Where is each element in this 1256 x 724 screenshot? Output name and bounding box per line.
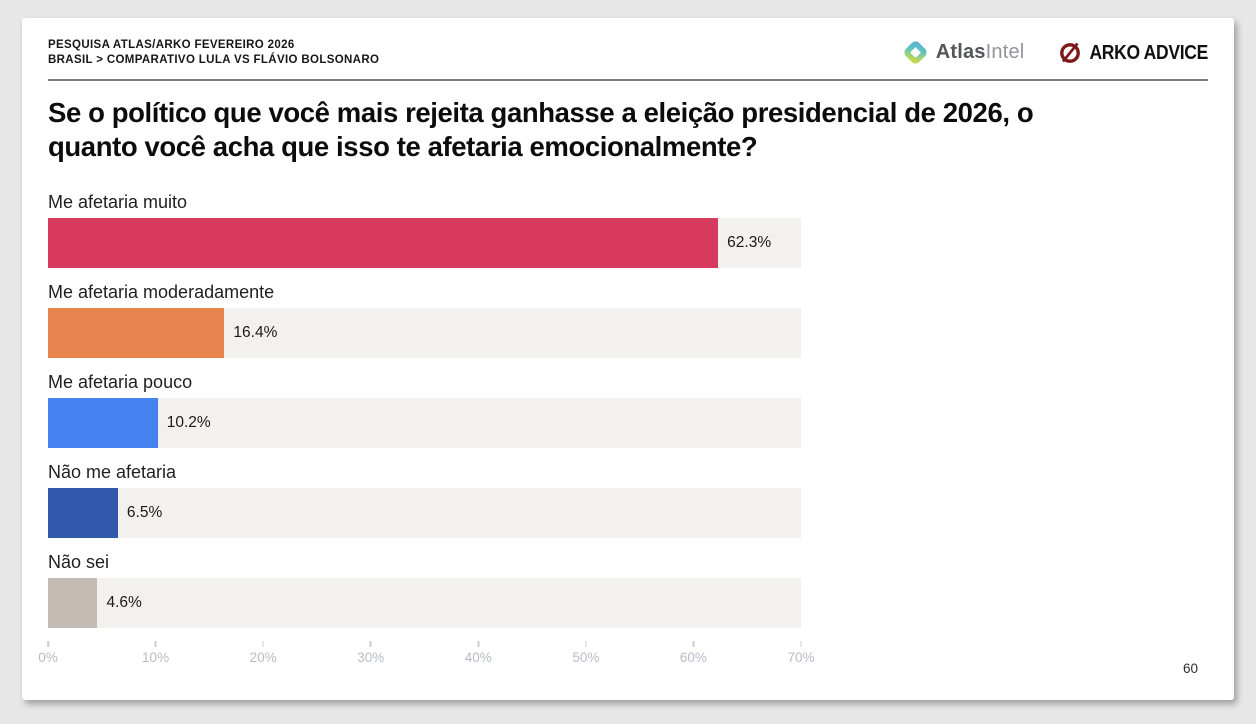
arko-circle-slash-icon — [1058, 41, 1082, 65]
bar-track: 6.5% — [48, 488, 801, 538]
tick-mark — [692, 641, 695, 647]
tick-label: 10% — [142, 650, 170, 665]
x-axis-tick: 20% — [250, 641, 277, 665]
category-label: Não sei — [48, 552, 110, 572]
category-label: Me afetaria muito — [48, 192, 188, 212]
category-label: Não me afetaria — [48, 462, 177, 482]
bar-row: Me afetaria moderadamente 16.4% — [48, 281, 801, 358]
survey-name: PESQUISA ATLAS/ARKO FEVEREIRO 2026 — [48, 39, 295, 51]
question-title: Se o político que você mais rejeita ganh… — [48, 97, 1034, 162]
breadcrumb: BRASIL > COMPARATIVO LULA VS FLÁVIO BOLS… — [48, 54, 380, 66]
logos: AtlasIntel ARKO ADVICE — [902, 35, 1208, 66]
tick-mark — [477, 641, 480, 647]
value-label: 10.2% — [166, 414, 211, 431]
bar-track: 4.6% — [48, 578, 801, 628]
slide-card: PESQUISA ATLAS/ARKO FEVEREIRO 2026 BRASI… — [22, 18, 1234, 700]
x-axis-tick: 40% — [465, 641, 492, 665]
x-axis-tick: 70% — [787, 641, 815, 665]
bar-segment — [48, 308, 225, 358]
tick-mark — [262, 641, 264, 647]
value-label: 6.5% — [126, 504, 163, 521]
bar-segment — [48, 578, 98, 628]
page-number: 60 — [1182, 661, 1198, 676]
bar-segment — [48, 398, 158, 448]
tick-label: 0% — [38, 650, 58, 665]
bar-track: 16.4% — [48, 308, 801, 358]
arko-advice-logo: ARKO ADVICE — [1058, 40, 1208, 65]
header-divider — [48, 79, 1208, 81]
bar-row: Me afetaria muito 62.3% — [48, 191, 801, 268]
header: PESQUISA ATLAS/ARKO FEVEREIRO 2026 BRASI… — [48, 35, 1208, 68]
category-label: Me afetaria moderadamente — [48, 282, 275, 302]
atlasintel-wordmark: AtlasIntel — [935, 41, 1025, 63]
tick-label: 70% — [787, 650, 815, 665]
tick-label: 60% — [679, 650, 707, 665]
tick-mark — [585, 641, 587, 647]
value-label: 62.3% — [727, 234, 772, 251]
tick-mark — [154, 641, 157, 647]
category-label: Me afetaria pouco — [48, 372, 193, 392]
bar-row: Me afetaria pouco 10.2% — [48, 371, 801, 448]
tick-label: 40% — [464, 650, 492, 665]
bar-row: Não me afetaria 6.5% — [48, 461, 801, 538]
tick-label: 30% — [357, 650, 385, 665]
x-axis-tick: 50% — [572, 641, 599, 665]
bar-row: Não sei 4.6% — [48, 551, 801, 628]
x-axis-tick: 10% — [142, 641, 169, 665]
survey-kicker: PESQUISA ATLAS/ARKO FEVEREIRO 2026 BRASI… — [48, 35, 379, 68]
bar-track: 10.2% — [48, 398, 801, 448]
tick-label: 50% — [572, 650, 600, 665]
value-label: 4.6% — [106, 594, 142, 611]
x-axis-tick: 60% — [680, 641, 707, 665]
arko-wordmark: ARKO ADVICE — [1089, 40, 1208, 64]
x-axis-tick: 30% — [357, 641, 384, 665]
tick-mark — [369, 641, 372, 647]
tick-mark — [47, 641, 49, 647]
x-axis: 0% 10% 20% 30% 40% 50% 60% 70% — [38, 641, 815, 675]
bar-track: 62.3% — [48, 218, 801, 268]
bar-segment — [48, 218, 719, 268]
bar-chart: Me afetaria muito 62.3% Me afetaria mode… — [38, 191, 815, 675]
atlasintel-logo: AtlasIntel — [902, 39, 1025, 66]
x-axis-tick: 0% — [38, 641, 58, 665]
atlas-diamond-icon — [902, 39, 929, 66]
tick-mark — [800, 641, 802, 647]
bar-segment — [48, 488, 118, 538]
value-label: 16.4% — [233, 324, 278, 341]
tick-label: 20% — [249, 650, 277, 665]
